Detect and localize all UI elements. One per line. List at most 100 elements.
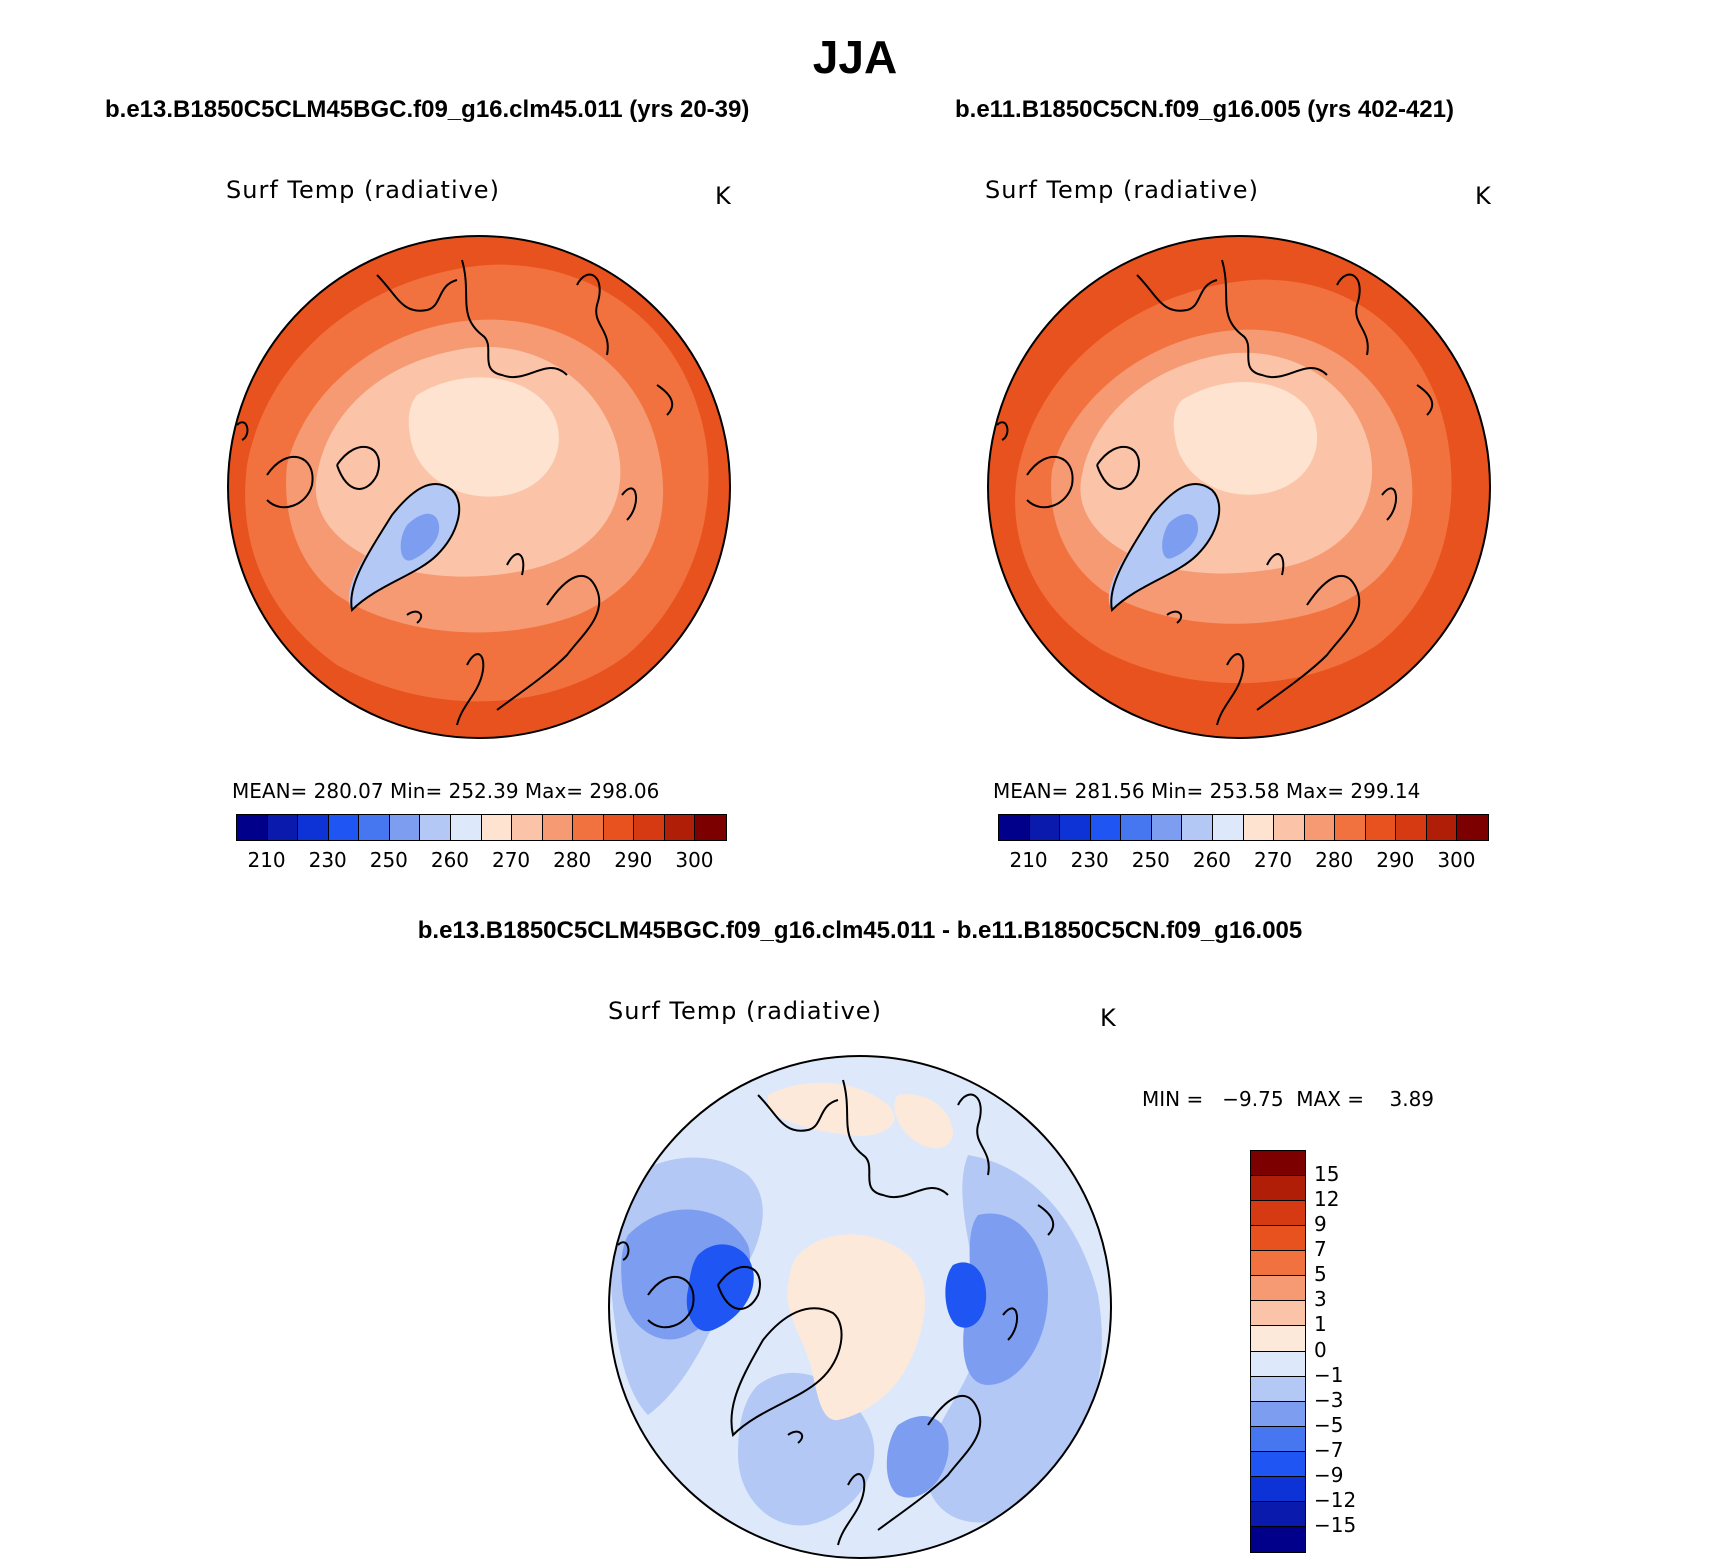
left-units-label: K: [715, 182, 731, 210]
colorbar-swatch: [1212, 815, 1244, 840]
left-colorbar-labels: 210 230 250 260 270 280 290 300: [236, 848, 725, 872]
colorbar-swatch: [1182, 815, 1213, 840]
greenland-core: [1162, 514, 1199, 559]
diff-colorbar-swatch: [1251, 1401, 1305, 1427]
colorbar-swatch: [512, 815, 543, 840]
right-case-title: b.e11.B1850C5CN.f09_g16.005 (yrs 402-421…: [955, 96, 1454, 123]
right-stats: MEAN= 281.56 Min= 253.58 Max= 299.14: [993, 779, 1421, 803]
diff-variable-label: Surf Temp (radiative): [608, 997, 882, 1025]
colorbar-swatch: [359, 815, 390, 840]
diff-colorbar-tick-label: −9: [1314, 1462, 1344, 1487]
diff-field-neutral-north: [768, 1082, 895, 1136]
map-field-palest: [1173, 382, 1318, 495]
colorbar-swatch: [603, 815, 635, 840]
diff-units-label: K: [1100, 1004, 1116, 1032]
diff-colorbar-tick-label: 15: [1314, 1162, 1340, 1187]
coastlines: [617, 1079, 1055, 1546]
colorbar-swatch: [267, 815, 299, 840]
left-stats: MEAN= 280.07 Min= 252.39 Max= 298.06: [232, 779, 660, 803]
diff-colorbar-tick-label: 3: [1314, 1287, 1327, 1312]
coastlines: [236, 259, 674, 726]
colorbar-swatch: [328, 815, 360, 840]
diff-stats: MIN = −9.75 MAX = 3.89: [1142, 1087, 1435, 1111]
colorbar-tick-label: 290: [1376, 848, 1415, 872]
colorbar-swatch: [542, 815, 574, 840]
colorbar-tick-label: 210: [1009, 848, 1048, 872]
colorbar-swatch: [481, 815, 513, 840]
colorbar-swatch: [999, 815, 1030, 840]
colorbar-swatch: [1335, 815, 1366, 840]
diff-field-neutral-center: [787, 1234, 925, 1421]
diff-colorbar-tick-label: −15: [1314, 1512, 1357, 1537]
colorbar-tick-label: 230: [1070, 848, 1109, 872]
colorbar-tick-label: 250: [1131, 848, 1170, 872]
colorbar-swatch: [1090, 815, 1122, 840]
colorbar-swatch: [664, 815, 696, 840]
colorbar-swatch: [573, 815, 604, 840]
diff-colorbar-swatch: [1251, 1451, 1305, 1477]
left-polar-map: [227, 235, 731, 739]
diff-colorbar-tick-label: −1: [1314, 1362, 1344, 1387]
colorbar-swatch: [1243, 815, 1275, 840]
colorbar-swatch: [1426, 815, 1458, 840]
diff-colorbar-tick-label: 12: [1314, 1187, 1340, 1212]
diff-colorbar-swatch: [1251, 1151, 1305, 1177]
colorbar-tick-label: 270: [1253, 848, 1293, 872]
colorbar-swatch: [1274, 815, 1305, 840]
colorbar-tick-label: 270: [491, 848, 531, 872]
colorbar-swatch: [1060, 815, 1091, 840]
colorbar-swatch: [1151, 815, 1183, 840]
colorbar-swatch: [1121, 815, 1152, 840]
colorbar-swatch: [389, 815, 421, 840]
right-colorbar-labels: 210 230 250 260 270 280 290 300: [998, 848, 1487, 872]
colorbar-swatch: [1457, 815, 1488, 840]
diff-field-cooler-east: [963, 1213, 1048, 1385]
colorbar-swatch: [420, 815, 451, 840]
diff-colorbar-swatch: [1251, 1201, 1305, 1227]
colorbar-swatch: [298, 815, 329, 840]
diff-colorbar-tick-label: 1: [1314, 1312, 1327, 1337]
right-variable-label: Surf Temp (radiative): [985, 176, 1259, 204]
diff-colorbar-swatch: [1251, 1276, 1305, 1302]
diff-colorbar-swatch: [1251, 1351, 1305, 1377]
colorbar-swatch: [695, 815, 726, 840]
colorbar-tick-label: 280: [1315, 848, 1354, 872]
diff-colorbar-swatch: [1251, 1426, 1305, 1452]
diff-field-neutral-ne: [894, 1094, 953, 1149]
colorbar-tick-label: 230: [308, 848, 347, 872]
left-case-title: b.e13.B1850C5CLM45BGC.f09_g16.clm45.011 …: [105, 96, 750, 123]
diff-colorbar-tick-label: −7: [1314, 1437, 1344, 1462]
colorbar-swatch: [634, 815, 665, 840]
diff-colorbar-tick-label: 7: [1314, 1237, 1327, 1262]
colorbar-tick-label: 280: [553, 848, 592, 872]
diff-colorbar-swatch: [1251, 1526, 1305, 1552]
diff-colorbar-swatch: [1251, 1501, 1305, 1527]
diff-colorbar-tick-label: 5: [1314, 1262, 1327, 1287]
left-colorbar: [236, 814, 727, 841]
diff-colorbar-tick-label: 9: [1314, 1212, 1327, 1237]
diff-colorbar-tick-label: −3: [1314, 1387, 1344, 1412]
colorbar-tick-label: 300: [675, 848, 714, 872]
diff-colorbar-swatch: [1251, 1301, 1305, 1327]
right-colorbar: [998, 814, 1489, 841]
diff-colorbar-labels: 15 12 9 7 5 3 1 0 −1 −3 −5 −7 −9 −12 −15: [1314, 1150, 1374, 1553]
colorbar-swatch: [1396, 815, 1427, 840]
colorbar-swatch: [1029, 815, 1061, 840]
colorbar-swatch: [450, 815, 482, 840]
coastlines: [996, 259, 1434, 726]
diff-polar-map: [608, 1055, 1112, 1559]
left-variable-label: Surf Temp (radiative): [226, 176, 500, 204]
colorbar-swatch: [1365, 815, 1397, 840]
diff-colorbar-swatch: [1251, 1476, 1305, 1502]
colorbar-tick-label: 300: [1437, 848, 1476, 872]
colorbar-tick-label: 250: [369, 848, 408, 872]
diff-field-cooler-baltic: [886, 1416, 949, 1498]
colorbar-swatch: [1304, 815, 1336, 840]
colorbar-tick-label: 210: [247, 848, 286, 872]
map-field-palest: [408, 377, 559, 497]
diff-colorbar-swatch: [1251, 1226, 1305, 1252]
diff-colorbar-tick-label: 0: [1314, 1337, 1327, 1362]
diff-colorbar-swatch: [1251, 1376, 1305, 1402]
greenland-core: [400, 513, 440, 561]
diff-colorbar: [1250, 1150, 1306, 1553]
